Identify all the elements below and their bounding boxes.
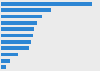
Bar [1, 46, 29, 50]
Bar [1, 21, 37, 25]
Bar [1, 34, 33, 37]
Bar [1, 2, 92, 6]
Bar [1, 59, 10, 63]
Bar [1, 27, 34, 31]
Bar [1, 40, 31, 44]
Bar [1, 15, 42, 18]
Bar [1, 8, 51, 12]
Bar [1, 53, 18, 56]
Bar [1, 65, 6, 69]
